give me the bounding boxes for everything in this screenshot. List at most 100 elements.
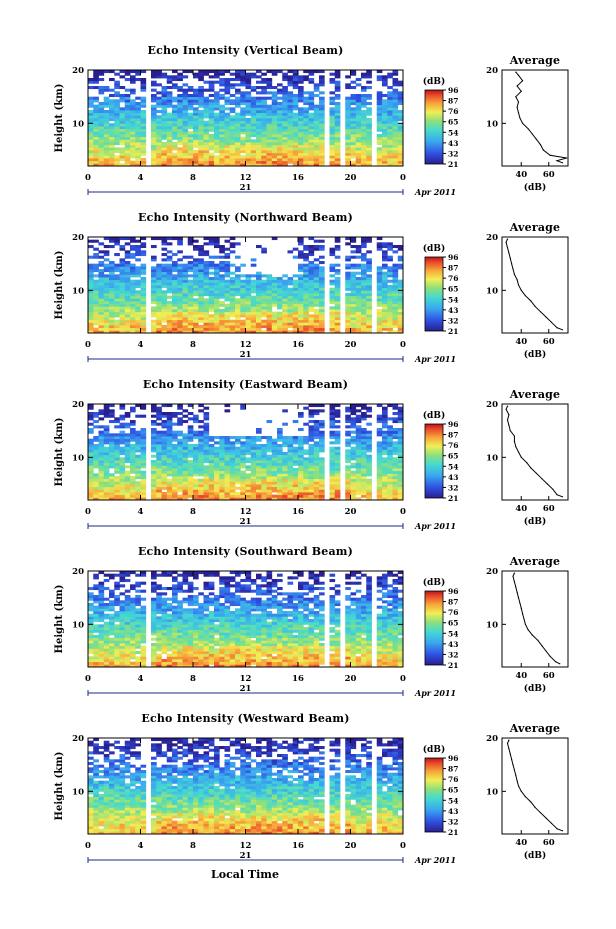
heatmap-cell xyxy=(151,489,157,493)
heatmap-cell xyxy=(203,102,210,106)
heatmap-cell xyxy=(193,285,199,289)
heatmap-cell xyxy=(114,242,120,246)
heatmap-cell xyxy=(240,282,246,286)
heatmap-cell xyxy=(298,317,304,321)
heatmap-cell xyxy=(376,295,383,299)
heatmap-cell xyxy=(103,295,110,299)
heatmap-cell xyxy=(161,271,168,275)
heatmap-cell xyxy=(140,144,147,148)
heatmap-cell xyxy=(119,449,126,453)
heatmap-cell xyxy=(397,446,404,450)
heatmap-cell xyxy=(140,476,147,480)
heatmap-cell xyxy=(151,126,157,130)
heatmap-cell xyxy=(124,112,131,116)
heatmap-cell xyxy=(177,94,183,98)
heatmap-cell xyxy=(119,425,126,429)
heatmap-cell xyxy=(172,290,178,294)
heatmap-cell xyxy=(130,330,136,334)
heatmap-cell xyxy=(261,325,267,329)
heatmap-cell xyxy=(350,441,357,445)
heatmap-cell xyxy=(166,465,173,469)
heatmap-cell xyxy=(208,309,215,313)
heatmap-cell xyxy=(240,301,246,305)
heatmap-cell xyxy=(240,263,246,267)
heatmap-cell xyxy=(166,258,173,262)
heatmap-cell xyxy=(361,314,367,318)
heatmap-cell xyxy=(208,285,215,289)
heatmap-cell xyxy=(151,409,157,413)
heatmap-cell xyxy=(166,457,173,461)
heatmap-cell xyxy=(187,454,194,458)
heatmap-cell xyxy=(266,319,273,323)
heatmap-cell xyxy=(319,91,325,95)
heatmap-cell xyxy=(319,460,325,464)
heatmap-cell xyxy=(287,112,294,116)
heatmap-cell xyxy=(329,460,336,464)
heatmap-cell xyxy=(214,96,220,100)
heatmap-cell xyxy=(376,112,383,116)
heatmap-cell xyxy=(345,104,351,108)
heatmap-cell xyxy=(119,120,126,124)
heatmap-cell xyxy=(350,107,357,111)
heatmap-cell xyxy=(166,99,173,103)
heatmap-cell xyxy=(256,160,262,164)
heatmap-cell xyxy=(256,444,262,448)
heatmap-cell xyxy=(308,290,315,294)
heatmap-cell xyxy=(382,414,388,418)
heatmap-cell xyxy=(397,325,404,329)
heatmap-cell xyxy=(382,446,388,450)
heatmap-cell xyxy=(214,70,220,74)
heatmap-cell xyxy=(387,317,393,321)
heatmap-cell xyxy=(387,152,393,156)
heatmap-cell xyxy=(376,497,383,501)
heatmap-cell xyxy=(334,454,341,458)
day-label: 21 xyxy=(240,350,252,360)
heatmap-cell xyxy=(329,99,336,103)
heatmap-cell xyxy=(224,271,231,275)
heatmap-cell xyxy=(88,470,94,474)
heatmap-cell xyxy=(282,444,288,448)
heatmap-cell xyxy=(177,163,183,167)
heatmap-cell xyxy=(319,78,325,82)
heatmap-cell xyxy=(334,285,341,289)
heatmap-cell xyxy=(93,290,99,294)
heatmap-cell xyxy=(114,436,120,440)
heatmap-cell xyxy=(193,134,199,138)
heatmap-cell xyxy=(156,160,162,164)
heatmap-cell xyxy=(214,449,220,453)
heatmap-cell xyxy=(282,112,288,116)
heatmap-cell xyxy=(245,298,252,302)
heatmap-cell xyxy=(140,163,147,167)
heatmap-cell xyxy=(193,417,199,421)
heatmap-cell xyxy=(266,420,273,424)
heatmap-cell xyxy=(387,327,393,331)
heatmap-cell xyxy=(271,123,278,127)
heatmap-cell xyxy=(135,120,141,124)
heatmap-cell xyxy=(303,126,309,130)
heatmap-cell xyxy=(366,102,372,106)
heatmap-cell xyxy=(350,142,357,146)
heatmap-cell xyxy=(245,282,252,286)
heatmap-cell xyxy=(298,492,304,496)
heatmap-cell xyxy=(245,99,252,103)
heatmap-cell xyxy=(382,409,388,413)
heatmap-cell xyxy=(229,465,236,469)
heatmap-cell xyxy=(182,152,189,156)
heatmap-cell xyxy=(172,274,178,278)
heatmap-cell xyxy=(193,72,199,76)
heatmap-cell xyxy=(208,481,215,485)
heatmap-cell xyxy=(114,277,120,281)
heatmap-cell xyxy=(103,428,110,432)
heatmap-cell xyxy=(88,150,94,154)
heatmap-cell xyxy=(277,118,283,122)
heatmap-cell xyxy=(182,279,189,283)
heatmap-cell xyxy=(266,134,273,138)
heatmap-cell xyxy=(187,120,194,124)
heatmap-cell xyxy=(287,446,294,450)
heatmap-cell xyxy=(172,446,178,450)
heatmap-cell xyxy=(271,293,278,297)
heatmap-cell xyxy=(235,112,241,116)
heatmap-cell xyxy=(98,123,105,127)
heatmap-cell xyxy=(250,478,257,482)
heatmap-cell xyxy=(203,492,210,496)
